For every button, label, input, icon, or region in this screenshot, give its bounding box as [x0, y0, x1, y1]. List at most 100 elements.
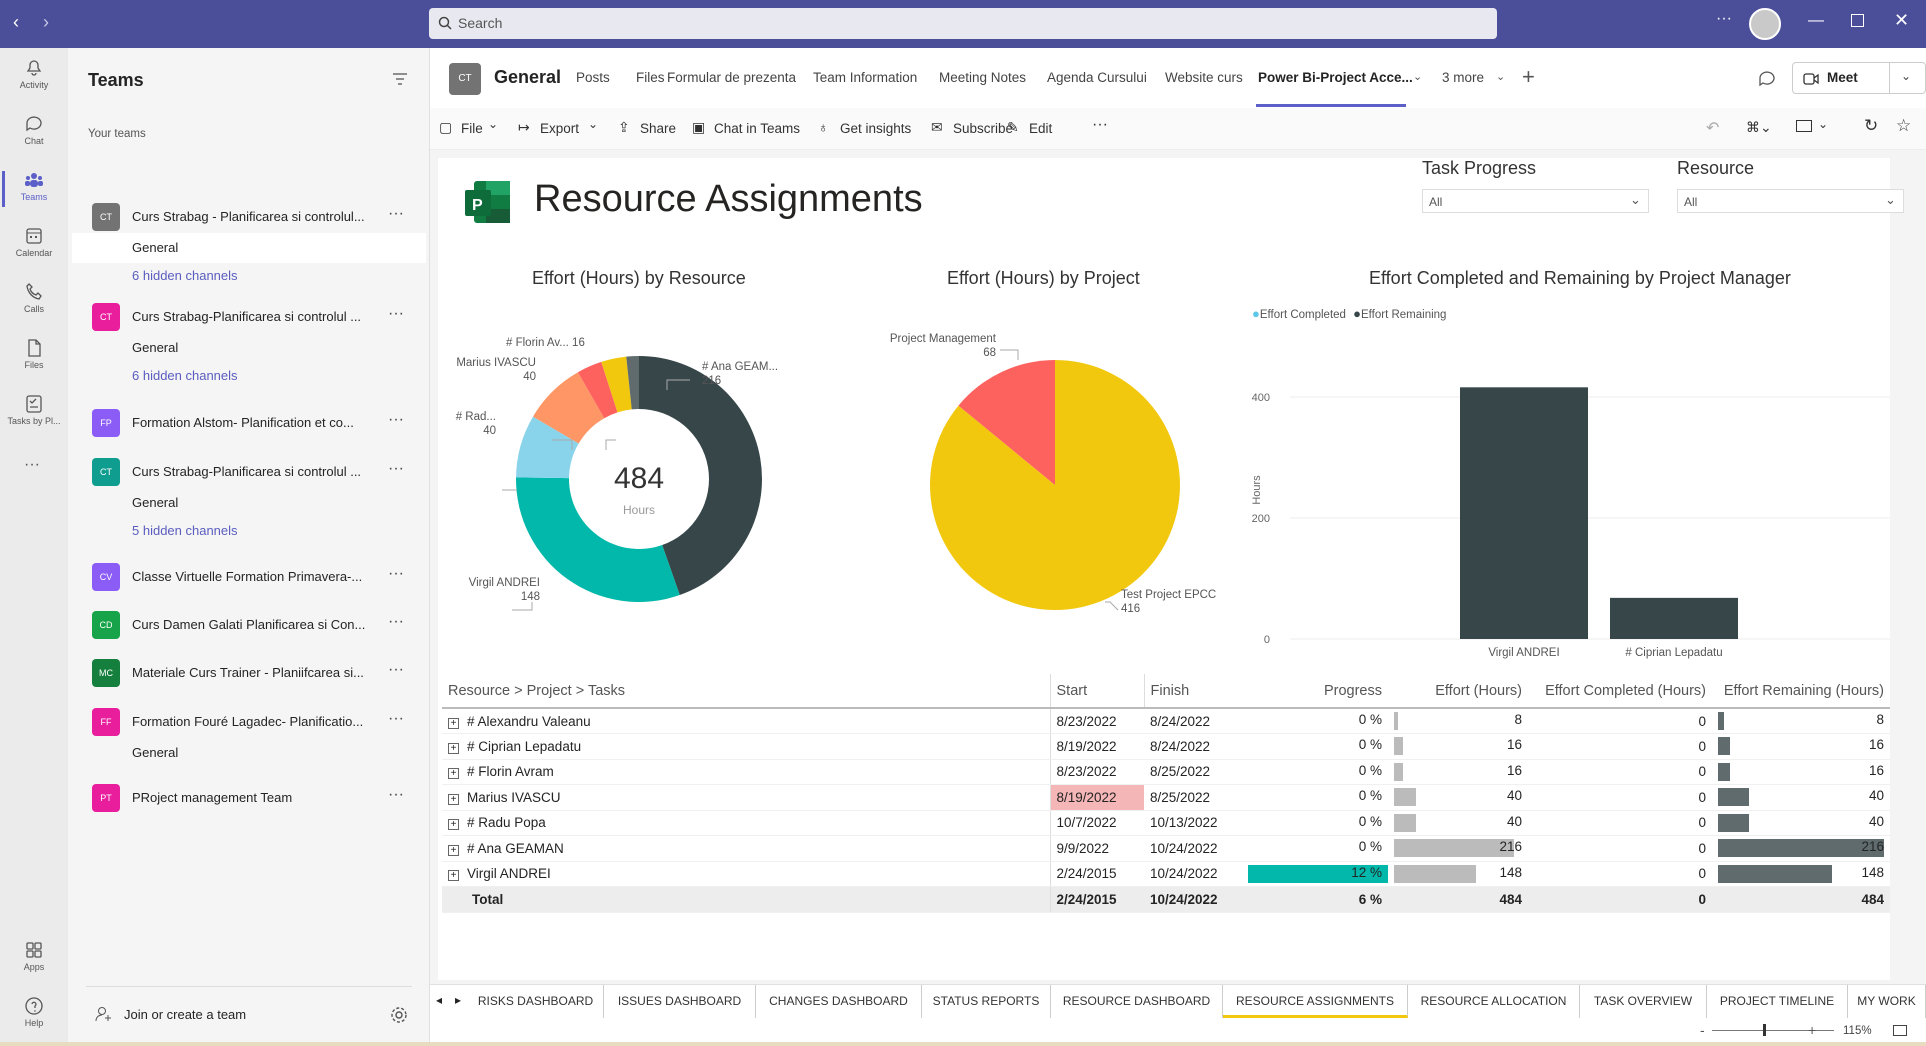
zoom-slider[interactable] [1712, 1030, 1834, 1031]
forward-icon[interactable]: › [43, 12, 49, 32]
rail-item-tasks-by-pl-[interactable]: Tasks by Pl... [0, 394, 68, 426]
bar-effort-remaining[interactable] [1610, 597, 1738, 639]
more-options-icon[interactable]: ··· [388, 613, 404, 630]
toolbar-edit-button[interactable]: Edit [1029, 121, 1053, 136]
toolbar-file-button[interactable]: File [461, 121, 483, 136]
chevron-down-icon[interactable]: ⌄ [588, 117, 599, 131]
page-tab-my-work[interactable]: MY WORK [1848, 985, 1926, 1018]
refresh-icon[interactable]: ↻ [1864, 116, 1879, 135]
tab-posts[interactable]: Posts [576, 70, 610, 85]
rail-item-calls[interactable]: Calls [0, 282, 68, 314]
conversation-icon[interactable] [1758, 70, 1776, 87]
pie-slice[interactable] [958, 360, 1055, 485]
donut-slice[interactable] [516, 477, 680, 602]
team-item[interactable]: CV Classe Virtuelle Formation Primavera-.… [92, 563, 422, 591]
chevron-down-icon[interactable]: ⌄ [488, 117, 499, 131]
hidden-channels-link[interactable]: 5 hidden channels [132, 523, 238, 538]
more-options-icon[interactable]: ··· [1092, 116, 1108, 133]
settings-icon[interactable] [390, 1006, 408, 1024]
hidden-channels-link[interactable]: 6 hidden channels [132, 268, 238, 283]
bookmark-icon[interactable]: ⌘⌄ [1746, 119, 1772, 135]
expand-icon[interactable]: + [448, 844, 459, 856]
page-tab-changes-dashboard[interactable]: CHANGES DASHBOARD [756, 985, 922, 1018]
bar-effort-remaining[interactable] [1460, 387, 1588, 639]
favorite-icon[interactable]: ☆ [1896, 116, 1912, 135]
more-options-icon[interactable]: ··· [388, 305, 404, 322]
chevron-down-icon[interactable]: ⌄ [1901, 69, 1912, 83]
team-item[interactable]: FF Formation Fouré Lagadec- Planificatio.… [92, 708, 422, 736]
rail-item-teams[interactable]: Teams [0, 170, 68, 202]
zoom-in-icon[interactable]: + [1808, 1022, 1817, 1038]
more-options-icon[interactable]: ··· [388, 710, 404, 727]
more-apps-icon[interactable]: ··· [24, 456, 40, 473]
table-row[interactable]: + Marius IVASCU 8/19/2022 8/25/2022 0 % 40 0 40 [442, 784, 1890, 811]
tab-files[interactable]: Files [636, 70, 665, 85]
chevron-down-icon[interactable]: ⌄ [1818, 117, 1829, 131]
meet-button[interactable]: Meet ⌄ [1792, 62, 1926, 94]
chevron-down-icon[interactable]: ⌄ [1496, 71, 1506, 83]
channel-item[interactable]: General [132, 340, 179, 355]
chevron-down-icon[interactable]: ⌄ [1413, 71, 1423, 83]
expand-icon[interactable]: + [448, 819, 459, 831]
tab-meeting-notes[interactable]: Meeting Notes [939, 70, 1027, 85]
fit-page-icon[interactable] [1893, 1025, 1907, 1036]
filter-icon[interactable] [392, 72, 408, 86]
tab-website-curs[interactable]: Website curs [1165, 70, 1243, 85]
tab-power-bi-project-acce-[interactable]: Power Bi-Project Acce... [1258, 70, 1413, 85]
column-header[interactable]: Progress [1242, 674, 1388, 709]
more-options-icon[interactable]: ··· [388, 205, 404, 222]
scroll-right-icon[interactable]: ▸ [455, 993, 462, 1007]
donut-slice[interactable] [516, 416, 579, 479]
channel-item[interactable]: General [132, 745, 179, 760]
donut-slice[interactable] [639, 356, 762, 596]
toolbar-subscribe-button[interactable]: Subscribe [953, 121, 1014, 136]
add-tab-icon[interactable]: + [1522, 64, 1535, 89]
more-icon[interactable]: ··· [1716, 10, 1732, 27]
table-row[interactable]: + Virgil ANDREI 2/24/2015 10/24/2022 12 % 148… [442, 861, 1890, 887]
search-input[interactable]: Search [429, 8, 1497, 39]
page-tab-project-timeline[interactable]: PROJECT TIMELINE [1707, 985, 1848, 1018]
tab-formular-de-prezenta[interactable]: Formular de prezenta [667, 70, 797, 85]
donut-slice[interactable] [626, 356, 639, 410]
donut-slice[interactable] [601, 356, 632, 413]
team-item[interactable]: CT Curs Strabag-Planificarea si controlul… [92, 458, 422, 486]
page-tab-resource-assignments[interactable]: RESOURCE ASSIGNMENTS [1223, 985, 1408, 1018]
column-header[interactable]: Start [1049, 674, 1144, 709]
maximize-icon[interactable] [1851, 14, 1864, 27]
tab-3-more[interactable]: 3 more [1442, 70, 1485, 85]
close-icon[interactable]: ✕ [1894, 10, 1910, 30]
table-row[interactable]: + # Ana GEAMAN 9/9/2022 10/24/2022 0 % 216 0 21… [442, 835, 1890, 862]
rail-item-files[interactable]: Files [0, 338, 68, 370]
reset-icon[interactable]: ↶ [1706, 120, 1720, 137]
column-header[interactable]: Effort Remaining (Hours) [1712, 674, 1890, 709]
table-row[interactable]: + # Ciprian Lepadatu 8/19/2022 8/24/2022 0 %… [442, 733, 1890, 760]
hidden-channels-link[interactable]: 6 hidden channels [132, 368, 238, 383]
zoom-thumb[interactable] [1763, 1024, 1766, 1036]
rail-item-help[interactable]: Help [0, 996, 68, 1028]
donut-slice[interactable] [577, 361, 618, 419]
zoom-out-icon[interactable]: - [1700, 1022, 1705, 1038]
toolbar-export-button[interactable]: Export [540, 121, 580, 136]
team-item[interactable]: MC Materiale Curs Trainer - Planiifcarea … [92, 659, 422, 687]
toolbar-chat-in-teams-button[interactable]: Chat in Teams [714, 121, 801, 136]
table-row[interactable]: + # Florin Avram 8/23/2022 8/25/2022 0 % 16 0 1… [442, 759, 1890, 785]
minimize-icon[interactable]: — [1808, 12, 1824, 29]
rail-item-calendar[interactable]: Calendar [0, 226, 68, 258]
team-item[interactable]: CD Curs Damen Galati Planificarea si Con.… [92, 611, 422, 639]
table-row[interactable]: + # Radu Popa 10/7/2022 10/13/2022 0 % 40 0 40 [442, 810, 1890, 836]
expand-icon[interactable]: + [448, 717, 459, 729]
join-team-button[interactable]: Join or create a team [124, 1007, 247, 1022]
team-item[interactable]: CT Curs Strabag - Planificarea si control… [92, 203, 422, 231]
toolbar-share-button[interactable]: Share [640, 121, 677, 136]
expand-icon[interactable]: + [448, 793, 459, 805]
expand-icon[interactable]: + [448, 870, 459, 882]
rail-item-activity[interactable]: Activity [0, 58, 68, 90]
expand-icon[interactable]: + [448, 768, 459, 780]
page-tab-resource-allocation[interactable]: RESOURCE ALLOCATION [1408, 985, 1580, 1018]
column-header[interactable]: Finish [1143, 674, 1242, 709]
page-tab-risks-dashboard[interactable]: RISKS DASHBOARD [468, 985, 604, 1018]
page-tab-status-reports[interactable]: STATUS REPORTS [922, 985, 1051, 1018]
channel-item[interactable]: General [132, 240, 179, 255]
rail-item-apps[interactable]: Apps [0, 940, 68, 972]
tab-agenda-cursului[interactable]: Agenda Cursului [1047, 70, 1147, 85]
